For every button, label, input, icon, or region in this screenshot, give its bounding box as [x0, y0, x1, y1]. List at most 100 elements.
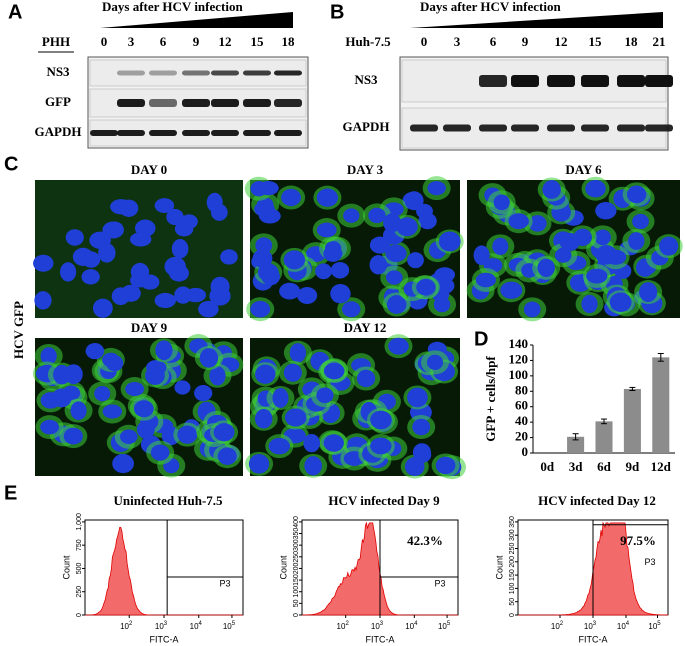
- panel-label: C: [4, 153, 18, 175]
- tick-base: 10: [223, 622, 232, 631]
- band: [617, 75, 645, 87]
- nucleus: [528, 215, 547, 232]
- y-axis-label: Count: [61, 555, 71, 580]
- gradient-wedge: [100, 12, 293, 28]
- band: [617, 124, 645, 132]
- nucleus: [639, 282, 658, 302]
- nucleus: [537, 258, 555, 277]
- plot-title: HCV infected Day 12: [538, 493, 656, 508]
- band: [581, 124, 609, 132]
- row-label: NS3: [354, 72, 378, 87]
- nucleus: [407, 252, 424, 269]
- nucleus: [133, 400, 154, 418]
- band: [182, 70, 210, 76]
- nucleus: [581, 294, 598, 314]
- cell-label: Huh-7.5: [345, 34, 391, 49]
- x-tick-label: 103: [584, 621, 597, 632]
- nucleus: [626, 185, 647, 204]
- day-label: 15: [589, 34, 603, 49]
- nucleus: [217, 447, 237, 465]
- tick-exp: 5: [657, 621, 661, 627]
- nucleus: [102, 221, 124, 239]
- day-label: 6: [160, 34, 167, 49]
- nucleus: [268, 437, 291, 455]
- nucleus: [609, 292, 632, 313]
- nucleus: [283, 250, 306, 270]
- panel-label: E: [4, 482, 17, 504]
- y-axis-label: GFP + cells/hpf: [483, 356, 498, 442]
- day-label: 21: [653, 34, 666, 49]
- nucleus: [303, 433, 321, 453]
- nucleus: [500, 281, 523, 299]
- tick-exp: 4: [626, 621, 630, 627]
- nucleus: [383, 213, 402, 233]
- nucleus: [416, 203, 433, 219]
- tick-base: 10: [120, 622, 129, 631]
- band: [149, 70, 177, 76]
- nucleus: [255, 237, 273, 254]
- nucleus: [659, 236, 679, 256]
- row-label: GAPDH: [343, 119, 390, 134]
- nucleus: [388, 337, 409, 355]
- nucleus: [370, 437, 392, 455]
- y-tick-label: 0: [522, 444, 529, 459]
- x-tick-label: 6d: [597, 459, 612, 474]
- tick-base: 10: [155, 622, 164, 631]
- nucleus: [330, 261, 350, 279]
- tick-exp: 2: [129, 621, 133, 627]
- nucleus: [343, 208, 360, 223]
- y-tick-label: 140: [509, 336, 529, 351]
- nucleus: [586, 268, 608, 284]
- y-tick-label: 150: [509, 569, 516, 581]
- y-tick-label: 80: [515, 382, 528, 397]
- nucleus: [213, 423, 235, 442]
- band: [211, 70, 239, 76]
- band: [243, 99, 271, 107]
- nucleus: [316, 188, 339, 207]
- band: [182, 130, 210, 136]
- nucleus: [33, 254, 54, 272]
- tick-base: 10: [405, 622, 414, 631]
- y-tick-label: 250: [293, 551, 300, 563]
- nucleus: [199, 348, 219, 368]
- y-tick-label: 100: [509, 367, 529, 382]
- y-tick-label: 200: [293, 563, 300, 575]
- nucleus: [119, 429, 138, 445]
- tick-base: 10: [438, 622, 447, 631]
- nucleus: [129, 232, 152, 247]
- tick-exp: 5: [232, 621, 236, 627]
- gate-label: P3: [219, 578, 230, 588]
- nucleus: [198, 300, 219, 318]
- x-tick-label: 105: [223, 621, 236, 632]
- band: [645, 75, 673, 87]
- nucleus: [368, 207, 386, 224]
- x-tick-label: 0d: [540, 459, 555, 474]
- nucleus: [289, 343, 307, 363]
- image-title: DAY 9: [131, 320, 168, 335]
- nucleus: [254, 201, 275, 217]
- nucleus: [323, 434, 344, 452]
- nucleus: [154, 198, 175, 214]
- y-tick-label: 60: [515, 398, 528, 413]
- day-label: 0: [421, 34, 428, 49]
- row-label: GFP: [45, 94, 71, 109]
- x-tick-label: 104: [617, 621, 630, 632]
- blot-header: Days after HCV infection: [420, 0, 561, 14]
- x-tick-label: 104: [405, 621, 418, 632]
- nucleus: [94, 385, 111, 402]
- x-tick-label: 105: [648, 621, 661, 632]
- nucleus: [523, 301, 541, 318]
- row-label: NS3: [46, 64, 70, 79]
- day-label: 0: [101, 34, 108, 49]
- band: [581, 75, 609, 87]
- x-tick-label: 103: [155, 621, 168, 632]
- nucleus: [250, 300, 271, 318]
- y-axis-label: Count: [278, 555, 288, 580]
- band: [211, 99, 239, 107]
- y-tick-label: 300: [509, 529, 516, 541]
- histogram: [518, 521, 669, 616]
- nucleus: [370, 410, 392, 430]
- nucleus: [51, 388, 72, 408]
- nucleus: [177, 425, 198, 444]
- x-tick-label: 104: [190, 621, 203, 632]
